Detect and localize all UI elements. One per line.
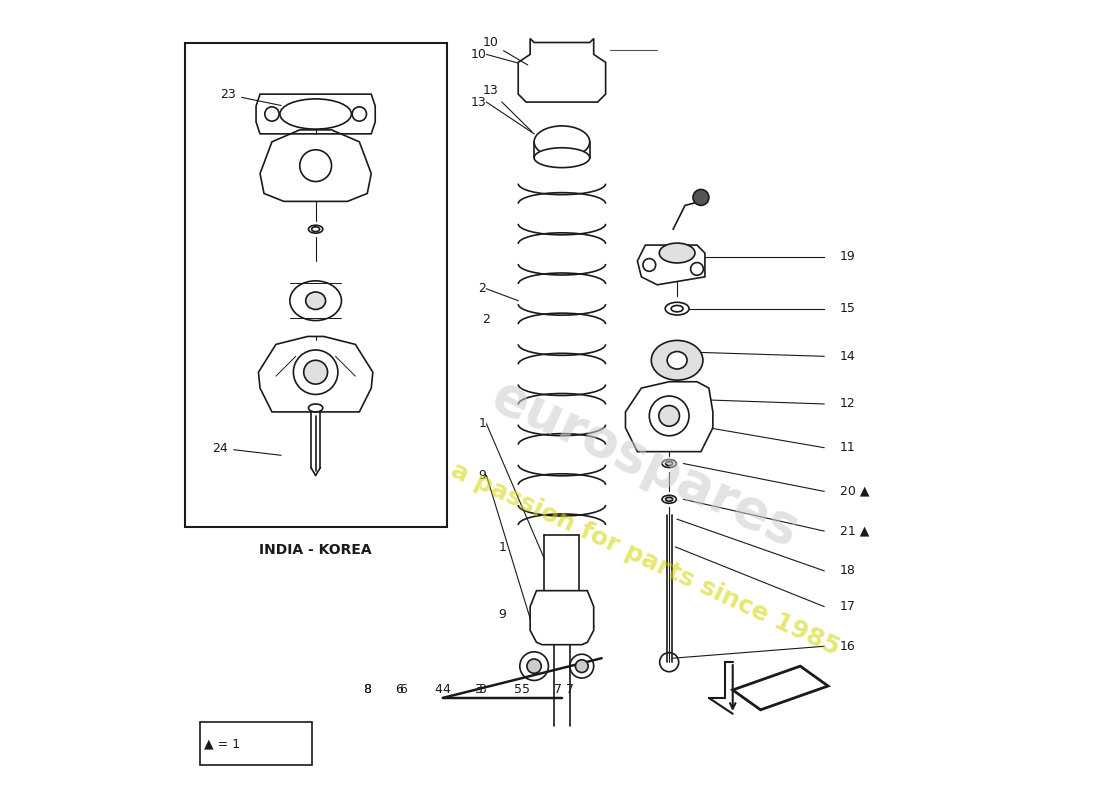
Text: 23: 23 [220,88,282,106]
Text: 9: 9 [478,469,486,482]
Ellipse shape [535,148,590,168]
Text: 19: 19 [840,250,856,263]
Text: 2: 2 [478,282,486,295]
Text: 24: 24 [212,442,282,455]
Text: 5: 5 [522,683,530,697]
Text: 15: 15 [840,302,856,315]
Text: 10: 10 [483,37,528,65]
Ellipse shape [306,292,326,310]
Ellipse shape [535,126,590,158]
Bar [200,722,311,766]
Text: 13: 13 [483,84,532,132]
Text: 16: 16 [840,640,856,653]
Text: 17: 17 [840,600,856,613]
Text: 8: 8 [363,683,372,697]
Circle shape [304,360,328,384]
Ellipse shape [651,341,703,380]
Text: INDIA - KOREA: INDIA - KOREA [260,543,372,557]
Text: 3: 3 [478,683,486,697]
Circle shape [527,659,541,674]
Text: 2: 2 [483,313,491,326]
Text: 5: 5 [514,683,522,697]
Text: eurospares: eurospares [483,370,807,558]
Circle shape [575,660,589,673]
Circle shape [693,190,708,206]
Text: 4: 4 [434,683,442,697]
Text: 7: 7 [554,683,562,697]
Text: 14: 14 [840,350,856,363]
Text: 1: 1 [498,541,506,554]
Polygon shape [626,382,713,452]
Text: 9: 9 [498,609,506,622]
Ellipse shape [666,462,673,466]
Polygon shape [518,38,606,102]
Text: 1: 1 [478,418,486,430]
Text: 11: 11 [840,441,856,454]
Text: 13: 13 [471,95,486,109]
Circle shape [659,406,680,426]
Text: 6: 6 [395,683,403,697]
Text: ▲ = 1: ▲ = 1 [205,738,241,750]
Text: 3: 3 [474,683,483,697]
Text: 4: 4 [443,683,451,697]
Polygon shape [530,590,594,645]
Ellipse shape [666,498,673,502]
Text: 8: 8 [363,683,372,697]
Text: 6: 6 [399,683,407,697]
Ellipse shape [659,243,695,263]
Text: 21 ▲: 21 ▲ [840,525,869,538]
Text: 10: 10 [471,48,486,61]
Ellipse shape [668,351,688,369]
Polygon shape [637,245,705,285]
Text: 20 ▲: 20 ▲ [840,485,869,498]
Text: a passion for parts since 1985: a passion for parts since 1985 [448,458,844,660]
Text: 7: 7 [565,683,574,697]
Text: 12: 12 [840,398,856,410]
Text: 18: 18 [840,564,856,578]
Bar [185,42,447,527]
